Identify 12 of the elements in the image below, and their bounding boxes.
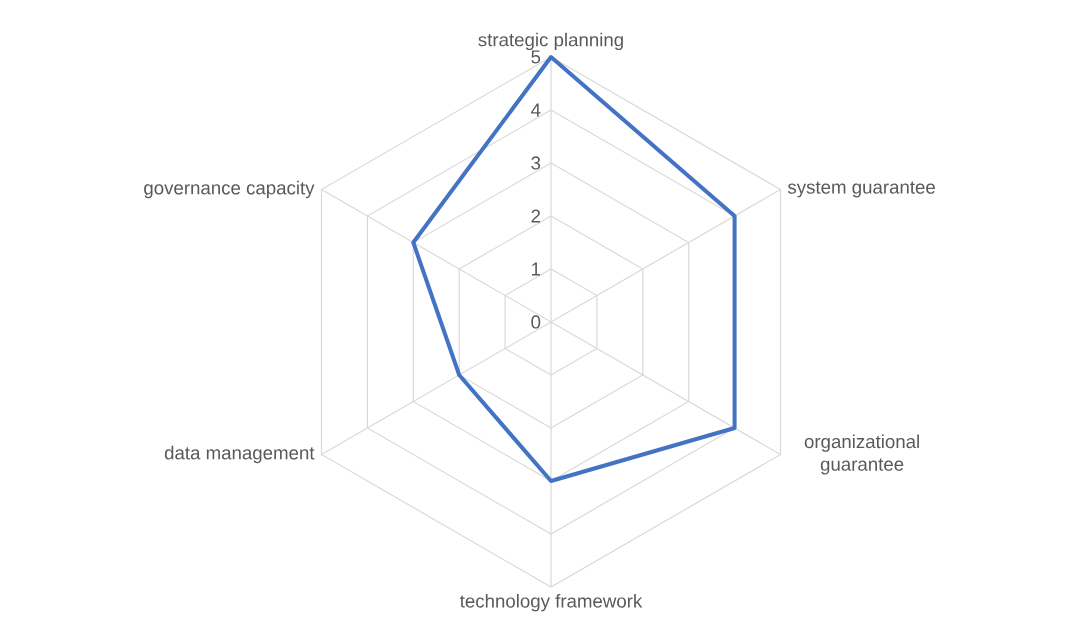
y-tick-label: 3 bbox=[531, 156, 541, 170]
y-tick-label: 2 bbox=[531, 209, 541, 223]
spoke-label: technology framework bbox=[460, 593, 643, 612]
spoke-label: governance capacity bbox=[144, 180, 315, 199]
y-tick-label: 5 bbox=[531, 50, 541, 64]
spoke-label: data management bbox=[164, 445, 315, 464]
y-tick-label: 4 bbox=[531, 103, 541, 117]
y-tick-label: 1 bbox=[532, 262, 541, 276]
spoke-label: organizational guarantee bbox=[804, 434, 919, 475]
spoke-label: system guarantee bbox=[787, 181, 935, 198]
spoke-label: strategic planning bbox=[478, 32, 623, 51]
y-tick-label: 0 bbox=[531, 315, 541, 329]
